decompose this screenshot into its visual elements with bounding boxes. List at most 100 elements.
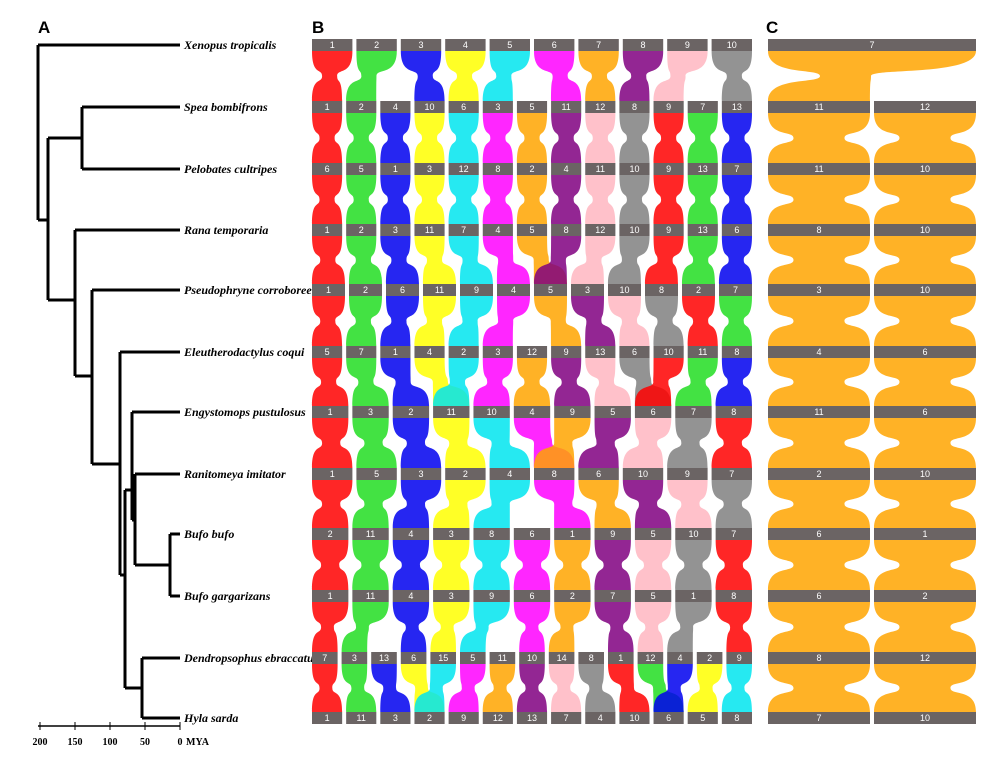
tick-label: 150 xyxy=(68,737,83,748)
ribbon xyxy=(682,236,718,284)
chromosome-block xyxy=(721,224,752,236)
ribbon xyxy=(312,418,353,468)
chromosome-label: 1 xyxy=(328,591,333,601)
chromosome-block xyxy=(675,590,712,602)
chromosome-block xyxy=(448,712,479,724)
ribbon xyxy=(448,175,479,224)
ribbon xyxy=(414,296,456,346)
ribbon xyxy=(352,418,397,468)
chromosome-block xyxy=(473,528,510,540)
ribbon xyxy=(874,664,976,712)
chromosome-block xyxy=(585,346,616,358)
ribbon xyxy=(445,51,486,101)
species-name: Eleutherodactylus coqui xyxy=(183,345,305,359)
ribbon xyxy=(414,113,445,163)
ribbon xyxy=(551,175,582,224)
ribbon xyxy=(768,358,870,406)
ribbon xyxy=(585,113,616,163)
chromosome-block xyxy=(312,406,349,418)
ribbon xyxy=(430,602,470,652)
chromosome-block xyxy=(667,652,693,664)
chromosome-label: 12 xyxy=(920,653,930,663)
chromosome-label: 3 xyxy=(352,653,357,663)
ribbon xyxy=(534,51,582,101)
chromosome-block xyxy=(619,712,650,724)
chromosome-block xyxy=(482,224,513,236)
chromosome-label: 10 xyxy=(527,653,537,663)
species-name: Ranitomeya imitator xyxy=(183,467,286,481)
chromosome-label: 2 xyxy=(363,285,368,295)
species-name: Xenopus tropicalis xyxy=(183,38,277,52)
ribbon xyxy=(312,51,353,101)
chromosome-label: 2 xyxy=(696,285,701,295)
chromosome-label: 8 xyxy=(564,225,569,235)
chromosome-block xyxy=(721,712,752,724)
chromosome-block xyxy=(423,284,456,296)
chromosome-label: 12 xyxy=(595,102,605,112)
ribbon xyxy=(715,602,752,652)
chromosome-label: 5 xyxy=(374,469,379,479)
chromosome-block xyxy=(554,590,591,602)
chromosome-label: 15 xyxy=(438,653,448,663)
chromosome-block xyxy=(585,101,616,113)
chromosome-block xyxy=(551,163,582,175)
chromosome-label: 10 xyxy=(688,529,698,539)
chromosome-block xyxy=(400,652,427,664)
chromosome-block xyxy=(380,346,411,358)
species-name: Pelobates cultripes xyxy=(184,162,277,176)
chromosome-label: 6 xyxy=(400,285,405,295)
chromosome-label: 7 xyxy=(700,102,705,112)
chromosome-block xyxy=(874,590,976,602)
chromosome-label: 9 xyxy=(666,164,671,174)
ribbon xyxy=(551,113,582,163)
chromosome-label: 2 xyxy=(374,40,379,50)
chromosome-block xyxy=(548,652,575,664)
chromosome-label: 4 xyxy=(408,591,413,601)
chromosome-block xyxy=(551,346,582,358)
chromosome-block xyxy=(768,163,870,175)
chromosome-label: 3 xyxy=(418,40,423,50)
tick-label: 100 xyxy=(103,737,118,748)
ribbon xyxy=(346,175,377,224)
ribbon xyxy=(874,358,976,406)
chromosome-label: 9 xyxy=(666,102,671,112)
chromosome-block xyxy=(711,39,752,51)
ribbon xyxy=(312,113,343,163)
chromosome-block xyxy=(874,406,976,418)
chromosome-label: 14 xyxy=(557,653,567,663)
chromosome-block xyxy=(414,101,445,113)
ribbon xyxy=(721,664,752,712)
ribbon xyxy=(768,236,870,284)
chromosome-label: 11 xyxy=(698,347,707,357)
chromosome-block xyxy=(482,101,513,113)
chromosome-block xyxy=(352,590,389,602)
chromosome-label: 1 xyxy=(922,529,927,539)
ribbon xyxy=(667,480,712,528)
chromosome-label: 9 xyxy=(737,653,742,663)
chromosome-label: 6 xyxy=(596,469,601,479)
chromosome-block xyxy=(482,712,513,724)
species-name: Bufo bufo xyxy=(183,527,234,541)
chromosome-label: 11 xyxy=(814,102,823,112)
chromosome-label: 7 xyxy=(322,653,327,663)
chromosome-label: 2 xyxy=(922,591,927,601)
ribbon xyxy=(414,175,445,224)
tick-label: 200 xyxy=(33,737,48,748)
ribbon xyxy=(513,602,551,652)
chromosome-label: 11 xyxy=(814,164,823,174)
ribbon xyxy=(460,602,510,652)
chromosome-block xyxy=(513,590,551,602)
chromosome-block xyxy=(516,346,548,358)
ribbon xyxy=(392,418,442,468)
chromosome-block xyxy=(534,39,575,51)
chromosome-label: 7 xyxy=(564,713,569,723)
chromosome-label: 7 xyxy=(729,469,734,479)
chromosome-label: 2 xyxy=(359,102,364,112)
ribbon xyxy=(768,175,870,224)
chromosome-label: 4 xyxy=(408,529,413,539)
chromosome-label: 1 xyxy=(328,407,333,417)
chromosome-label: 4 xyxy=(598,713,603,723)
chromosome-label: 1 xyxy=(326,285,331,295)
ribbon xyxy=(513,540,551,590)
ribbon xyxy=(516,664,548,712)
